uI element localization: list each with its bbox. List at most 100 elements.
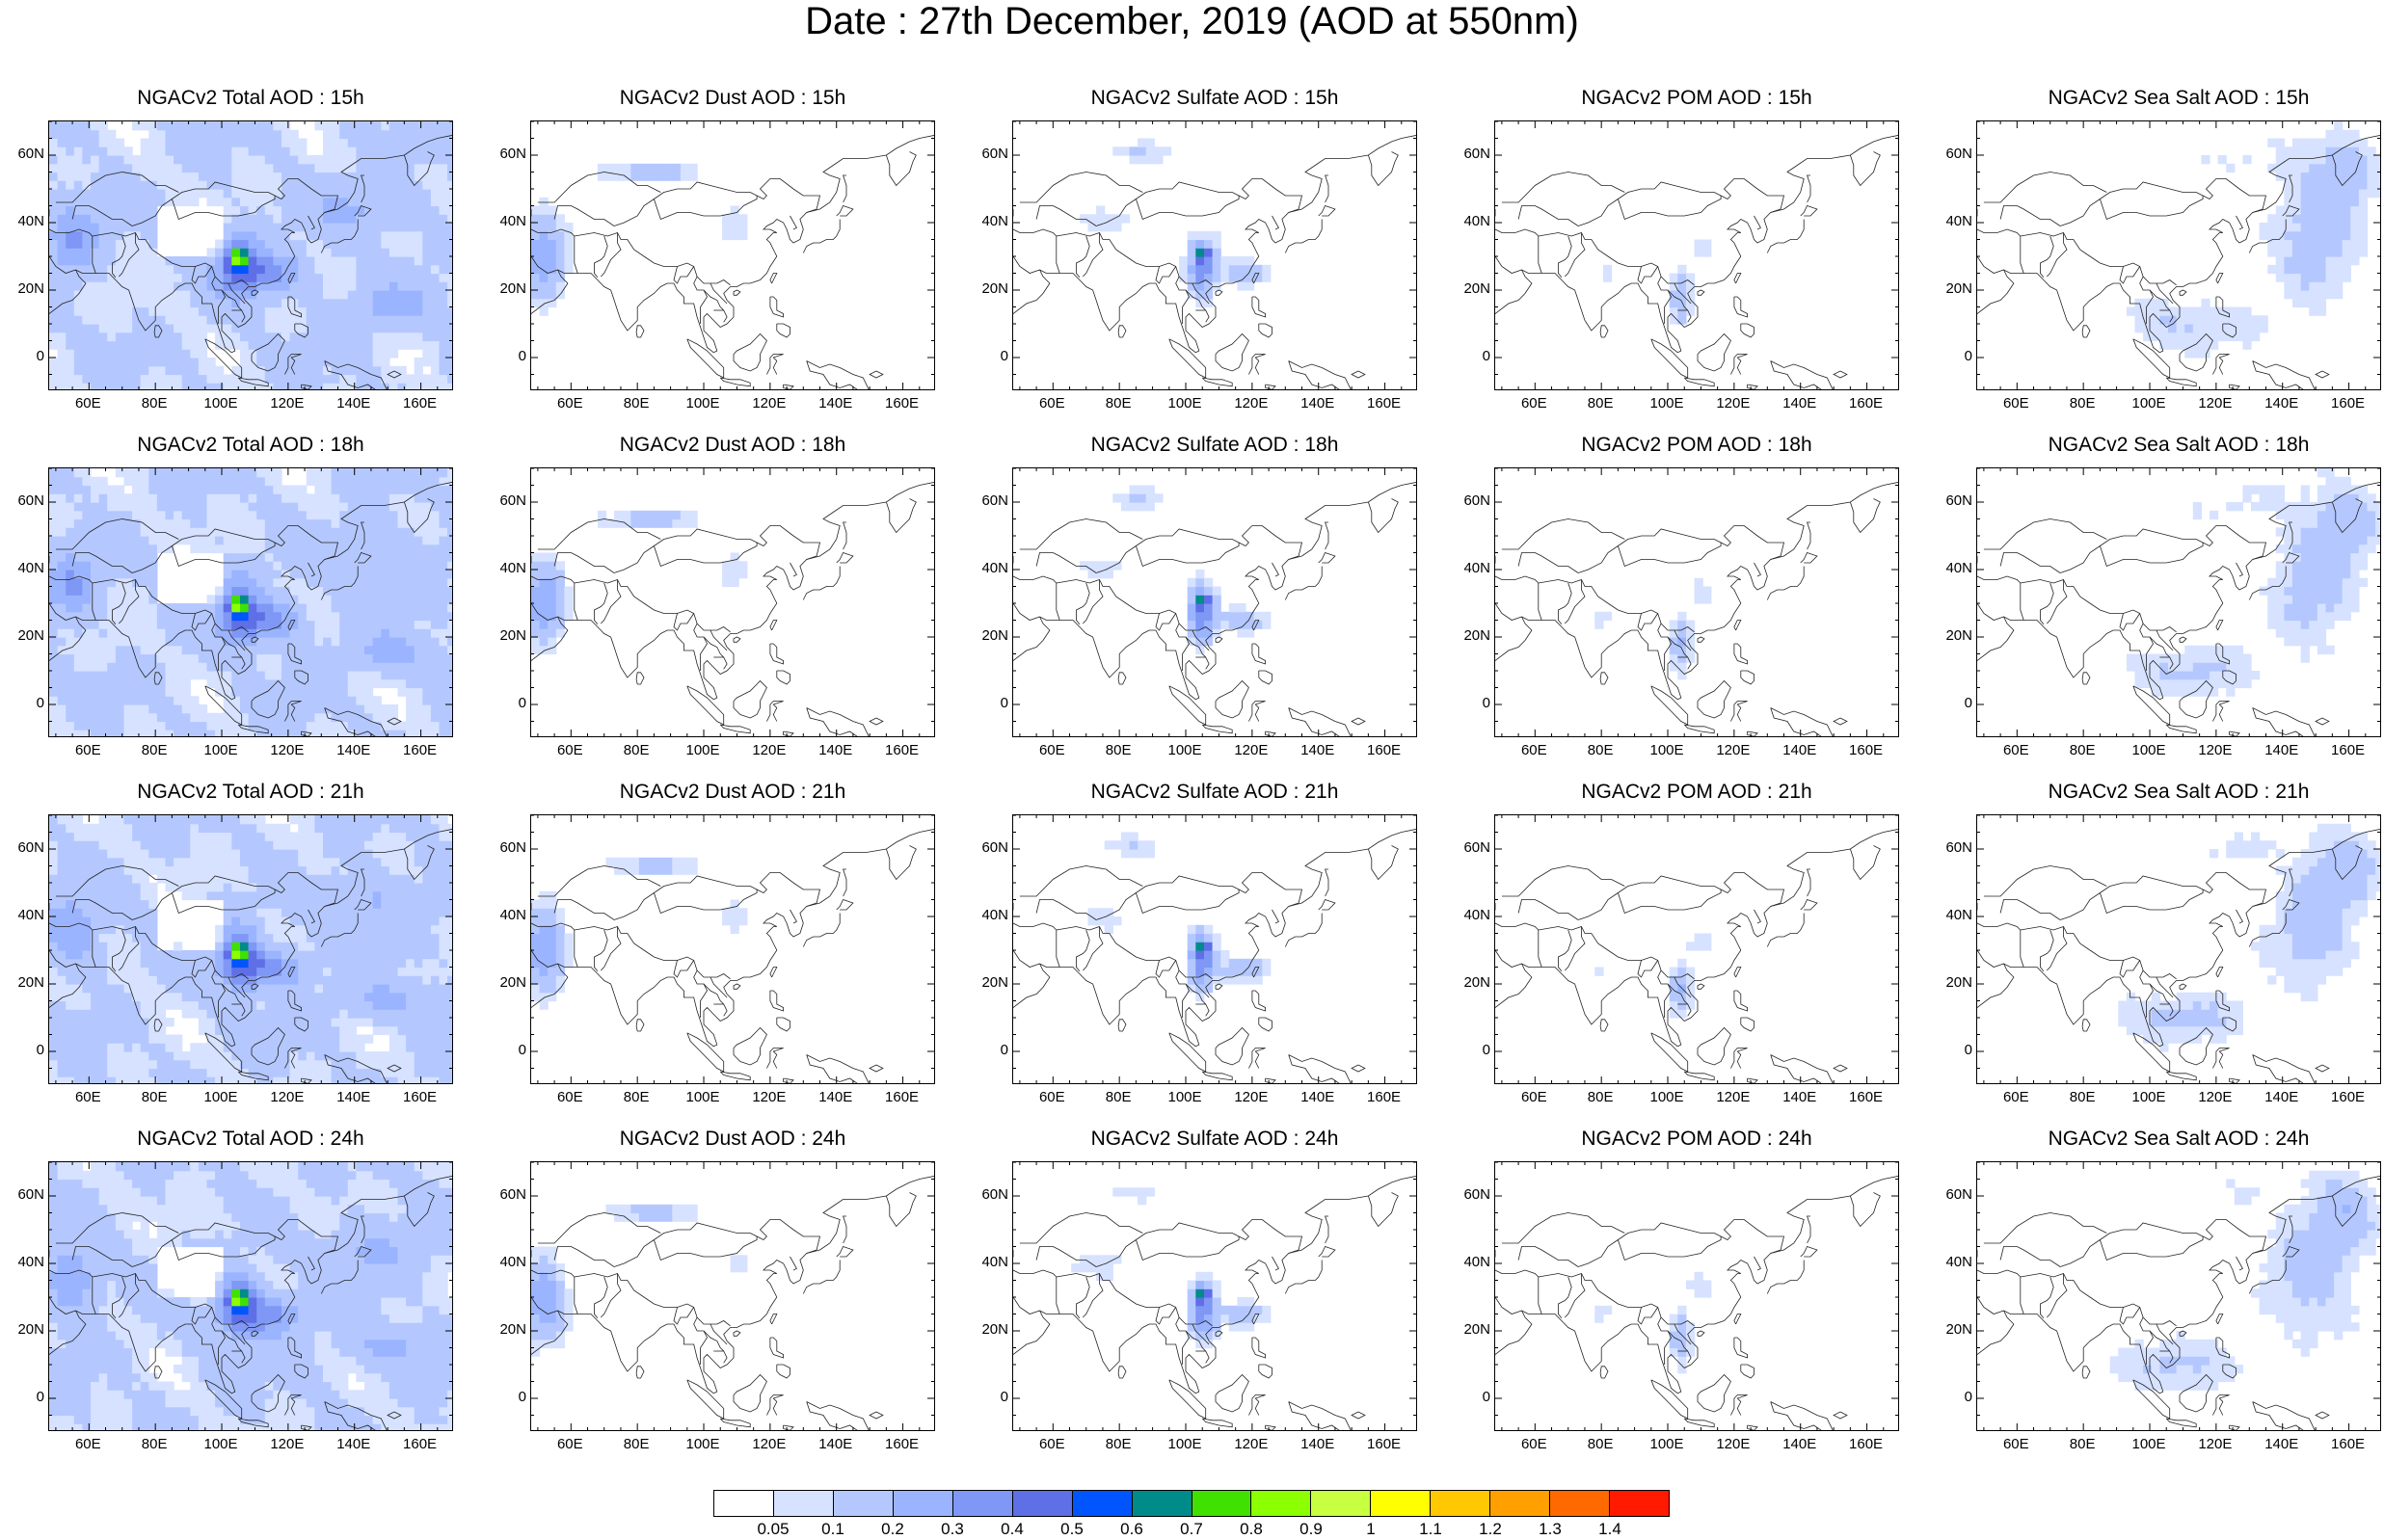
lon-tick-label: 140E <box>1289 1437 1347 1452</box>
lat-tick-label: 40N <box>1448 561 1490 576</box>
colorbar-swatch <box>1192 1491 1252 1516</box>
colorbar-swatch <box>1311 1491 1371 1516</box>
lon-tick-label: 140E <box>1771 1437 1829 1452</box>
lat-tick-label: 40N <box>484 908 526 923</box>
colorbar-label: 1.2 <box>1466 1521 1514 1538</box>
colorbar-label: 0.5 <box>1048 1521 1096 1538</box>
aod-field <box>1080 486 1272 655</box>
lat-tick-label: 40N <box>2 561 44 576</box>
lon-tick-label: 100E <box>2120 1437 2178 1452</box>
lat-tick-label: 20N <box>966 1322 1008 1338</box>
colorbar-label: 0.9 <box>1287 1521 1335 1538</box>
lat-tick-label: 40N <box>484 561 526 576</box>
panel-title: NGACv2 Dust AOD : 21h <box>530 781 935 804</box>
lat-tick-label: 60N <box>2 840 44 856</box>
lat-tick-label: 60N <box>966 493 1008 509</box>
aod-field <box>1088 833 1272 1002</box>
lat-tick-label: 40N <box>966 1255 1008 1270</box>
lon-tick-label: 80E <box>1089 1437 1147 1452</box>
lat-tick-label: 40N <box>1930 908 1972 923</box>
lat-tick-label: 60N <box>1930 493 1972 509</box>
lat-tick-label: 20N <box>1448 1322 1490 1338</box>
lon-tick-label: 160E <box>391 1437 449 1452</box>
lon-tick-label: 60E <box>1023 1437 1081 1452</box>
colorbar-label: 1.3 <box>1526 1521 1574 1538</box>
panel-title: NGACv2 Sea Salt AOD : 15h <box>1976 87 2381 110</box>
colorbar-label: 1.1 <box>1406 1521 1455 1538</box>
lat-tick-label: 20N <box>2 975 44 991</box>
colorbar-label: 0.6 <box>1108 1521 1156 1538</box>
colorbar-label: 0.3 <box>928 1521 977 1538</box>
colorbar-label: 0.8 <box>1227 1521 1275 1538</box>
panel-title: NGACv2 Sea Salt AOD : 21h <box>1976 781 2381 804</box>
lat-tick-label: 20N <box>1930 281 1972 297</box>
lon-tick-label: 100E <box>192 1437 250 1452</box>
lat-tick-label: 20N <box>2 1322 44 1338</box>
lat-tick-label: 20N <box>2 281 44 297</box>
colorbar-swatch <box>1013 1491 1073 1516</box>
lat-tick-label: 60N <box>484 493 526 509</box>
tick-marks <box>531 1162 934 1430</box>
colorbar-label: 1 <box>1347 1521 1395 1538</box>
colorbar-swatch <box>1073 1491 1133 1516</box>
lat-tick-label: 20N <box>484 281 526 297</box>
colorbar-label: 0.4 <box>988 1521 1036 1538</box>
colorbar-swatch <box>1610 1491 1669 1516</box>
lat-tick-label: 0 <box>1448 1390 1490 1405</box>
map-frame <box>48 1161 453 1431</box>
colorbar-label: 0.2 <box>869 1521 917 1538</box>
colorbar <box>713 1490 1670 1517</box>
lon-tick-label: 80E <box>2053 1437 2111 1452</box>
lat-tick-label: 20N <box>2 628 44 644</box>
colorbar-swatch <box>834 1491 894 1516</box>
lon-tick-label: 160E <box>1837 1437 1895 1452</box>
aod-field <box>1071 1187 1271 1348</box>
panel-title: NGACv2 Dust AOD : 15h <box>530 87 935 110</box>
aod-map <box>531 1162 934 1430</box>
lat-tick-label: 60N <box>1930 840 1972 856</box>
panel-title: NGACv2 POM AOD : 18h <box>1494 434 1899 457</box>
lat-tick-label: 60N <box>484 146 526 162</box>
map-frame <box>530 1161 935 1431</box>
lat-tick-label: 20N <box>966 975 1008 991</box>
lat-tick-label: 40N <box>2 1255 44 1270</box>
panel-title: NGACv2 Sea Salt AOD : 18h <box>1976 434 2381 457</box>
panel-title: NGACv2 Sulfate AOD : 24h <box>1012 1128 1417 1151</box>
lat-tick-label: 0 <box>1930 1390 1972 1405</box>
lat-tick-label: 60N <box>484 1187 526 1203</box>
aod-map <box>49 1162 452 1430</box>
lat-tick-label: 40N <box>1930 214 1972 229</box>
colorbar-swatch <box>774 1491 834 1516</box>
panel-title: NGACv2 Sulfate AOD : 21h <box>1012 781 1417 804</box>
lat-tick-label: 60N <box>484 840 526 856</box>
lon-tick-label: 120E <box>1222 1437 1280 1452</box>
panel-title: NGACv2 POM AOD : 21h <box>1494 781 1899 804</box>
lat-tick-label: 20N <box>966 281 1008 297</box>
lat-tick-label: 20N <box>484 975 526 991</box>
colorbar-swatch <box>1371 1491 1431 1516</box>
lat-tick-label: 20N <box>484 628 526 644</box>
lon-tick-label: 60E <box>1987 1437 2045 1452</box>
lat-tick-label: 40N <box>1448 908 1490 923</box>
lat-tick-label: 40N <box>966 214 1008 229</box>
lat-tick-label: 20N <box>1930 975 1972 991</box>
lat-tick-label: 20N <box>966 628 1008 644</box>
lon-tick-label: 100E <box>1156 1437 1214 1452</box>
panel-title: NGACv2 Sulfate AOD : 18h <box>1012 434 1417 457</box>
lat-tick-label: 0 <box>966 1390 1008 1405</box>
lat-tick-label: 60N <box>2 493 44 509</box>
lat-tick-label: 40N <box>1930 561 1972 576</box>
